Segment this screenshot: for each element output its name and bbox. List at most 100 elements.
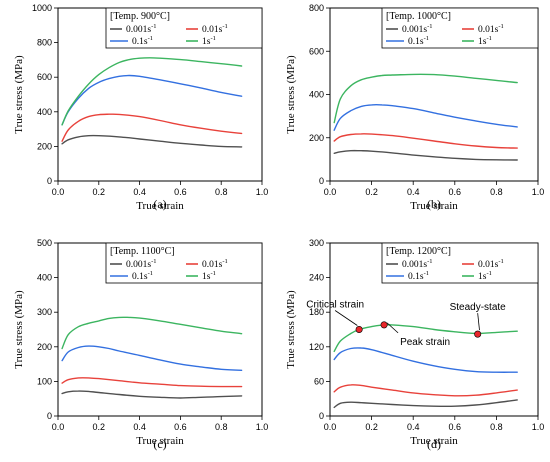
y-tick-label: 400 xyxy=(309,90,324,100)
y-axis-label: True stress (MPa) xyxy=(285,290,297,369)
legend-entry: 0.001s-1 xyxy=(126,258,157,270)
legend-superscript: -1 xyxy=(151,23,156,30)
legend-title: [Temp. 1200°C] xyxy=(386,246,451,257)
y-tick-label: 500 xyxy=(37,238,52,248)
x-tick-label: 0.4 xyxy=(133,187,146,197)
legend-superscript: -1 xyxy=(427,258,432,265)
x-tick-label: 0.6 xyxy=(174,422,187,432)
y-tick-label: 180 xyxy=(309,307,324,317)
y-axis-label: True stress (MPa) xyxy=(13,55,25,134)
annotation-label: Critical strain xyxy=(306,300,364,311)
x-tick-label: 0.6 xyxy=(174,187,187,197)
legend: [Temp. 1000°C]0.001s-1 0.01s-10.1s-1 1s-1 xyxy=(381,7,539,49)
x-tick-label: 0.6 xyxy=(449,422,462,432)
y-tick-label: 120 xyxy=(309,342,324,352)
chart-panel-2: 0.0 0.2 0.4 0.6 0.8 1.0 0 200 400 600 800 True stra… xyxy=(285,3,544,212)
annotation-label: Peak strain xyxy=(400,337,450,348)
y-axis-label: True stress (MPa) xyxy=(285,55,297,134)
legend-box xyxy=(381,7,539,49)
series-line-1 xyxy=(333,73,518,124)
x-tick-label: 0.4 xyxy=(407,187,420,197)
annotation-marker xyxy=(380,321,388,329)
y-tick-label: 200 xyxy=(37,342,52,352)
annotation-label: Steady-state xyxy=(450,302,507,313)
x-axis-label: True strain xyxy=(410,200,458,212)
legend-superscript: -1 xyxy=(427,23,432,30)
y-tick-label: 800 xyxy=(37,38,52,48)
annotation-arrow xyxy=(477,313,480,331)
x-tick-label: 0.4 xyxy=(133,422,146,432)
y-tick-label: 200 xyxy=(309,133,324,143)
x-tick-label: 0.0 xyxy=(324,187,337,197)
y-tick-label: 200 xyxy=(37,141,52,151)
legend-superscript: -1 xyxy=(424,35,429,42)
x-tick-label: 0.8 xyxy=(490,187,503,197)
legend-superscript: -1 xyxy=(148,35,153,42)
legend-superscript: -1 xyxy=(222,258,227,265)
legend-entry: 0.001s-1 xyxy=(402,258,433,270)
y-tick-label: 60 xyxy=(314,376,324,386)
legend-title: [Temp. 1000°C] xyxy=(386,11,451,22)
x-tick-label: 0.0 xyxy=(52,422,65,432)
x-tick-label: 0.4 xyxy=(407,422,420,432)
y-tick-label: 400 xyxy=(37,273,52,283)
legend-superscript: -1 xyxy=(222,23,227,30)
x-axis-label: True strain xyxy=(136,435,184,447)
series-line-0_1 xyxy=(333,104,518,131)
x-tick-label: 0.8 xyxy=(490,422,503,432)
y-tick-label: 300 xyxy=(37,307,52,317)
legend-superscript: -1 xyxy=(210,270,215,277)
series-line-1 xyxy=(61,316,243,350)
y-tick-label: 0 xyxy=(319,176,324,186)
y-tick-label: 100 xyxy=(37,376,52,386)
x-tick-label: 0.2 xyxy=(93,422,106,432)
legend-box xyxy=(105,242,263,284)
series-line-0_001 xyxy=(61,390,243,399)
legend-superscript: -1 xyxy=(486,35,491,42)
legend-title: [Temp. 900°C] xyxy=(110,11,170,22)
legend-box xyxy=(381,242,539,284)
legend-superscript: -1 xyxy=(486,270,491,277)
panel-label: (c) xyxy=(153,437,166,451)
y-axis-label: True stress (MPa) xyxy=(13,290,25,369)
annotation-marker xyxy=(474,330,482,338)
x-axis-label: True strain xyxy=(136,200,184,212)
x-tick-label: 0.8 xyxy=(215,422,228,432)
legend: [Temp. 1200°C]0.001s-1 0.01s-10.1s-1 1s-1 xyxy=(381,242,539,284)
panel-label: (a) xyxy=(153,197,166,211)
legend-entry: 0.001s-1 xyxy=(402,23,433,35)
legend: [Temp. 900°C]0.001s-1 0.01s-10.1s-1 1s-1 xyxy=(105,7,263,49)
panel-label: (d) xyxy=(427,437,441,451)
legend-entry: 0.01s-1 xyxy=(478,23,504,35)
legend-entry: 0.01s-1 xyxy=(202,23,228,35)
x-tick-label: 0.2 xyxy=(365,422,378,432)
y-tick-label: 800 xyxy=(309,3,324,13)
legend-superscript: -1 xyxy=(210,35,215,42)
x-tick-label: 1.0 xyxy=(532,187,545,197)
series-line-0_1 xyxy=(61,74,243,126)
chart-panel-4: 0.0 0.2 0.4 0.6 0.8 1.0 0 60 120 180 240 300 True st… xyxy=(285,238,544,451)
legend-superscript: -1 xyxy=(151,258,156,265)
annotation-arrow xyxy=(334,310,358,326)
legend-superscript: -1 xyxy=(498,258,503,265)
x-tick-label: 0.0 xyxy=(324,422,337,432)
y-tick-label: 1000 xyxy=(32,3,52,13)
legend-entry: 0.01s-1 xyxy=(202,258,228,270)
legend-entry: 0.001s-1 xyxy=(126,23,157,35)
series-line-0_1 xyxy=(61,345,243,371)
series-line-0_01 xyxy=(61,113,243,142)
x-tick-label: 1.0 xyxy=(256,187,269,197)
legend-superscript: -1 xyxy=(424,270,429,277)
series-line-0_001 xyxy=(333,399,518,409)
series-line-0_01 xyxy=(333,384,518,397)
series-line-0_01 xyxy=(61,377,243,388)
x-tick-label: 1.0 xyxy=(256,422,269,432)
y-tick-label: 300 xyxy=(309,238,324,248)
legend-box xyxy=(105,7,263,49)
x-tick-label: 0.6 xyxy=(449,187,462,197)
chart-panel-1: 0.0 0.2 0.4 0.6 0.8 1.0 0 200 400 600 800 1000 True … xyxy=(13,3,268,212)
y-tick-label: 0 xyxy=(319,411,324,421)
series-line-1 xyxy=(61,57,243,126)
panel-label: (b) xyxy=(427,197,441,211)
y-tick-label: 600 xyxy=(37,72,52,82)
